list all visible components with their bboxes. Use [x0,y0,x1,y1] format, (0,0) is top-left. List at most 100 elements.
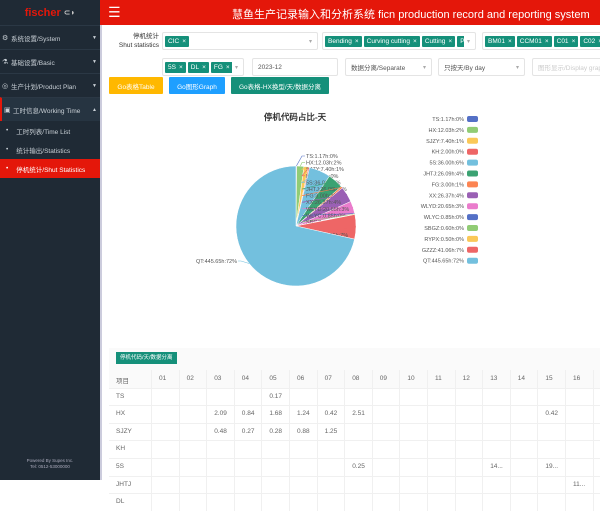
code-select[interactable]: 5S × DL × FG × ▾ [162,58,244,76]
table-header-day: 02 [186,375,194,382]
hamburger-menu-icon[interactable]: ☰ [108,4,121,20]
mode-select[interactable]: 数据分离/Separate ▾ [345,58,432,76]
legend-swatch[interactable] [467,257,478,264]
column-divider [289,370,290,511]
calendar-icon: ▣ [4,106,11,114]
sidebar-subitem[interactable]: 工时列表/Time List [0,121,100,140]
legend-swatch[interactable] [467,159,478,166]
period-select[interactable]: 只按天/By day ▾ [438,58,525,76]
remove-tag-icon[interactable]: × [507,37,512,45]
label-line [301,194,348,203]
slice-label: TS:1.17h:0% [306,154,338,160]
display-select[interactable]: 图形显示/Display graph [532,58,600,76]
legend-swatch[interactable] [467,192,478,199]
legend-label[interactable]: WLYC:0.85h:0% [424,215,464,221]
remove-tag-icon[interactable]: × [413,37,417,45]
remove-tag-icon[interactable]: × [178,63,183,71]
row-label: TS [116,392,125,400]
sidebar-item[interactable]: ◎ 生产计划/Product Plan ▼ [0,73,100,97]
legend-swatch[interactable] [467,126,478,133]
chevron-down-icon: ▼ [92,34,97,41]
legend-swatch[interactable] [467,214,478,221]
legend-swatch[interactable] [467,170,478,177]
column-divider [482,370,484,511]
legend-label[interactable]: KH:2.00h:0% [432,150,465,156]
sidebar-subitem[interactable]: 统计输出/Statistics [0,140,100,159]
legend-swatch[interactable] [467,137,478,144]
machine-select[interactable]: BM01×CCM01×C01×C02× [482,32,600,50]
table-cell: 0.42 [545,410,559,418]
legend-label[interactable]: RYPX:0.50h:0% [424,237,464,243]
slice-label: HX:12.03h:2% [306,161,342,167]
column-divider [151,370,152,511]
label-line [301,167,310,177]
row-label: DL [116,498,125,506]
legend-label[interactable]: XX:26.37h:4% [429,193,464,199]
remove-tag-icon[interactable]: × [225,63,230,71]
table-cell: 1.24 [297,410,310,418]
table-row [109,422,600,441]
legend-label[interactable]: SJZY:7.40h:1% [426,139,464,145]
sidebar-subitem[interactable]: 停机统计/Shut Statistics [0,159,100,178]
label-line [300,170,321,183]
remove-tag-icon[interactable]: × [202,63,206,71]
table-cell: 0.27 [241,427,255,435]
legend-label[interactable]: GZZZ:41.06h:7% [422,248,464,254]
legend-label[interactable]: QT:445.65h:72% [423,259,464,265]
filter-tag: 5S × [165,61,186,73]
remove-tag-icon[interactable]: × [544,37,549,45]
sidebar: fischer ⊂◗ ⚙ 系统设置/System ▼ ⚗ 基础设置/Basic ▼ ◎ 生产计划… [0,0,100,480]
remove-tag-icon[interactable]: × [182,37,186,45]
legend-swatch[interactable] [467,148,478,155]
table-cell: 2.09 [214,410,227,418]
column-divider [178,370,180,511]
sidebar-item[interactable]: ▣ 工时信息/Working Time ▲ [0,97,100,121]
row-label: HX [116,410,126,418]
table-header-day: 10 [407,375,415,382]
table-cell: 14... [490,463,503,470]
legend-label[interactable]: JHTJ:26.09h:4% [423,172,464,178]
legend-swatch[interactable] [467,181,478,188]
label-line [301,213,355,223]
process-select[interactable]: Bending×Curving cutting×Cutting×P×▾ [322,32,476,50]
sidebar-item[interactable]: ⚗ 基础设置/Basic ▼ [0,49,100,73]
remove-tag-icon[interactable]: × [598,38,600,45]
remove-tag-icon[interactable]: × [571,37,576,45]
table-header-day: 04 [241,375,250,382]
main-content: 停机统计 Shut statistics CIC × ▾ Bending × Curvin… [100,25,600,511]
go-hx-table-button[interactable]: Go表格-HX换型/天/数据分离 [231,77,329,94]
legend-swatch[interactable] [467,235,478,242]
slice-label: XX:26.37h:4% [306,200,341,206]
legend-label[interactable]: 5S:36.00h:6% [429,161,464,167]
go-graph-button[interactable]: Go图形Graph [169,77,225,94]
legend-swatch[interactable] [467,203,478,210]
table-row [109,458,600,476]
table-header-day: 07 [324,375,332,382]
remove-tag-icon[interactable]: × [448,37,453,45]
sidebar-item-label: 生产计划/Product Plan [11,83,77,91]
legend-swatch[interactable] [467,246,478,253]
table-header-day: 05 [269,375,277,382]
remove-tag-icon[interactable]: × [354,37,359,45]
table-cell: 2.51 [352,410,365,418]
filter-tag: DL × [187,61,209,73]
plant-select[interactable]: CIC × ▾ [162,32,318,50]
legend-label[interactable]: TS:1.17h:0% [432,117,464,123]
column-divider [509,370,511,511]
legend-label[interactable]: WLYD:20.65h:3% [421,204,464,210]
table-row [109,405,600,423]
go-table-button[interactable]: Go表格Table [109,77,163,94]
legend-swatch[interactable] [467,225,478,231]
legend-label[interactable]: FG:3.00h:1% [432,182,465,188]
month-input[interactable]: 2023-12 [252,58,338,76]
legend-label[interactable]: SBGZ:0.60h:0% [424,226,464,232]
filter-tag: C01 × [553,35,579,47]
table-header-day: 03 [214,375,222,382]
legend-swatch[interactable] [467,116,478,122]
header: ☰ 慧鱼生产记录输入和分析系统 ficn production record a… [100,0,600,25]
legend-label[interactable]: HX:12.03h:2% [429,128,465,134]
table-row [109,493,600,511]
filter-tag: FG × [210,61,232,73]
table-header-day: 16 [573,375,581,382]
sidebar-item[interactable]: ⚙ 系统设置/System ▼ [0,25,100,49]
